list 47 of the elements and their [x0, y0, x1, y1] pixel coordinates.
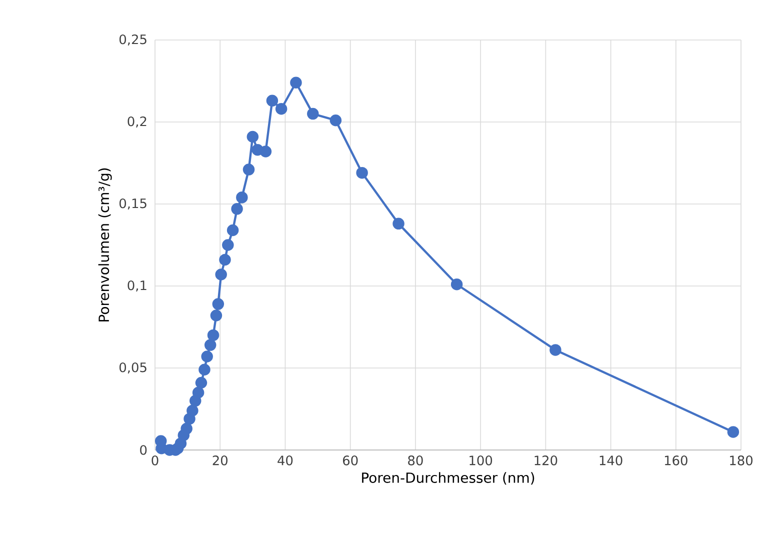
point	[260, 146, 272, 158]
point	[246, 130, 259, 143]
point	[307, 108, 319, 120]
point	[207, 329, 220, 342]
x-axis-title: Poren-Durchmesser (nm)	[362, 472, 534, 485]
point	[550, 344, 562, 356]
y-tick-label: 0,15	[120, 198, 146, 210]
point	[198, 364, 210, 376]
x-tick-label: 100	[470, 456, 492, 466]
x-tick-label: 120	[534, 456, 558, 466]
x-tick-label: 140	[600, 456, 622, 466]
point	[236, 192, 248, 204]
point	[222, 239, 234, 251]
x-tick-label: 180	[730, 456, 752, 466]
y-axis-title: Porenvolumen (cm³/g)	[98, 168, 112, 322]
y-tick-label: 0,05	[120, 362, 146, 374]
point	[275, 103, 288, 115]
point	[392, 218, 404, 230]
point	[356, 166, 368, 179]
point	[215, 268, 227, 280]
point	[212, 298, 224, 310]
x-tick-label: 60	[343, 456, 358, 466]
point	[226, 224, 239, 236]
y-tick-label: 0,1	[128, 280, 146, 292]
point	[450, 278, 463, 290]
point	[201, 350, 213, 362]
point	[330, 114, 342, 126]
point	[242, 164, 255, 176]
x-tick-label: 40	[278, 456, 293, 466]
x-tick-label: 20	[212, 456, 228, 466]
point	[290, 76, 302, 89]
point	[192, 386, 204, 398]
point	[180, 422, 192, 435]
x-tick-label: 0	[152, 456, 158, 466]
point	[186, 404, 198, 417]
point	[727, 426, 740, 438]
x-tick-label: 80	[408, 456, 423, 466]
point	[231, 203, 243, 215]
x-tick-label: 160	[664, 456, 688, 466]
point	[266, 94, 278, 107]
point	[219, 254, 231, 266]
point	[210, 310, 222, 322]
point	[204, 339, 216, 351]
y-tick-label: 0,2	[128, 116, 146, 128]
y-tick-label: 0	[140, 445, 147, 455]
point	[195, 376, 208, 389]
y-tick-label: 0,25	[120, 34, 146, 46]
